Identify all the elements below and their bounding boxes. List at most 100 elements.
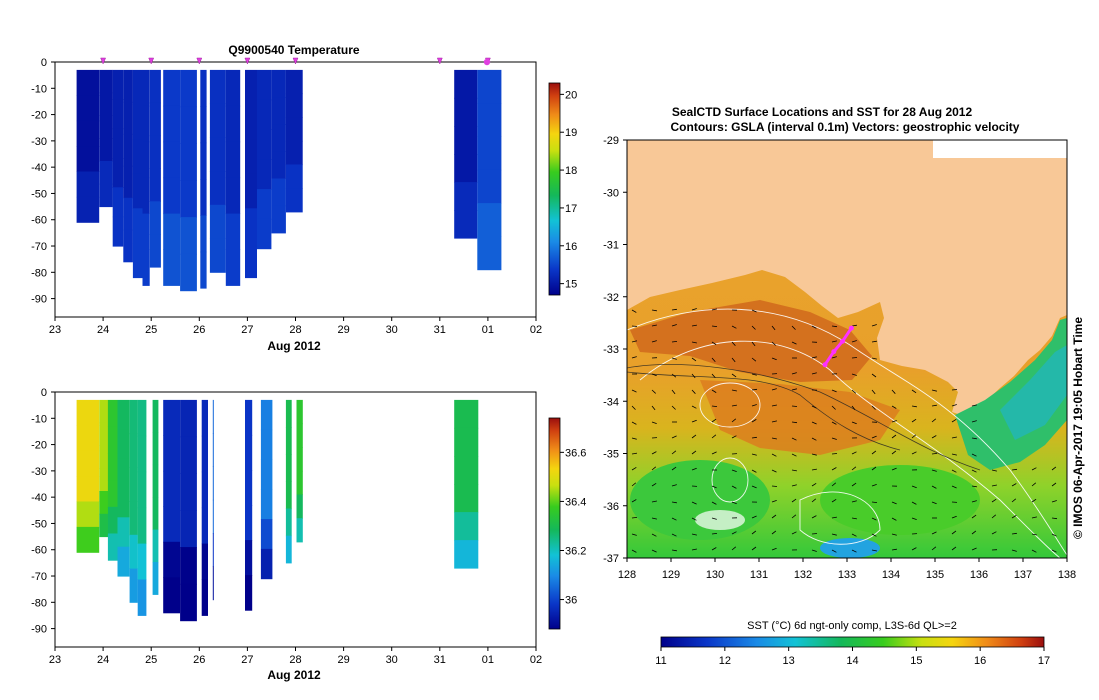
map-field xyxy=(627,140,1067,558)
velocity-vector-227 xyxy=(891,517,897,521)
velocity-vector-174 xyxy=(711,485,717,489)
velocity-vector-116 xyxy=(711,434,717,439)
map-xtick-label: 137 xyxy=(1014,569,1032,581)
velocity-vector-160 xyxy=(871,466,877,471)
velocity-vector-233 xyxy=(1011,515,1017,519)
velocity-vector-150 xyxy=(671,466,677,471)
t-profile-bar-14-seg-5 xyxy=(271,205,286,234)
velocity-vector-277 xyxy=(1011,549,1017,552)
velocity-vector-181 xyxy=(851,482,857,487)
s-profile-bar-15-seg-4 xyxy=(454,512,479,541)
s-profile-bar-8-seg-1 xyxy=(180,436,197,474)
s-profile-bar-5-seg-4 xyxy=(137,543,147,580)
t-profile-bar-8-seg-1 xyxy=(180,106,197,144)
velocity-vector-69 xyxy=(831,389,837,393)
velocity-vector-37 xyxy=(711,357,716,363)
s-profile-bar-9-seg-4 xyxy=(201,543,208,580)
velocity-vector-201 xyxy=(811,498,817,503)
velocity-vector-232 xyxy=(991,514,997,519)
s-profile-bar-1-seg-0 xyxy=(99,399,108,424)
s-profile-bar-8-seg-0 xyxy=(180,399,197,438)
velocity-vector-81 xyxy=(731,404,737,407)
s-profile-bar-9-seg-3 xyxy=(201,507,208,545)
s-profile-bar-11-seg-0 xyxy=(245,399,253,436)
velocity-vector-7 xyxy=(631,325,638,327)
s-profile-bar-6-seg-5 xyxy=(152,562,159,595)
t-xtick-label: 26 xyxy=(193,324,205,336)
s-profile-bar-0-seg-5 xyxy=(76,526,100,553)
velocity-vector-52 xyxy=(751,373,757,376)
map-ytick-label: -31 xyxy=(603,240,619,252)
s-profile-bar-13-seg-5 xyxy=(285,535,292,564)
velocity-vector-247 xyxy=(851,533,857,537)
velocity-vector-17 xyxy=(831,325,838,328)
s-xtick-label: 26 xyxy=(193,654,205,666)
sst-cbtick-label: 12 xyxy=(719,655,731,667)
t-profile-bar-16-seg-5 xyxy=(454,210,478,239)
velocity-vector-186 xyxy=(951,485,957,489)
velocity-vector-222 xyxy=(791,514,797,519)
map-ytick-label: -30 xyxy=(603,187,619,199)
s-ytick-label: -50 xyxy=(31,518,47,530)
velocity-vector-182 xyxy=(871,484,877,487)
velocity-vector-199 xyxy=(771,500,777,503)
s-profile-bar-2-seg-2 xyxy=(107,453,118,481)
velocity-vector-128 xyxy=(951,436,957,439)
t-profile-bar-15-seg-5 xyxy=(285,188,303,213)
velocity-vector-193 xyxy=(651,500,657,503)
velocity-vector-271 xyxy=(891,548,897,551)
velocity-vector-27 xyxy=(771,341,776,346)
velocity-vector-169 xyxy=(1051,466,1057,471)
profile-marker-4 xyxy=(292,57,299,65)
green-patch-west xyxy=(630,460,770,540)
velocity-vector-260 xyxy=(671,549,677,552)
velocity-vector-146 xyxy=(951,453,957,456)
velocity-vector-44 xyxy=(851,357,858,359)
s-profile-bar-7-seg-0 xyxy=(163,399,180,436)
t-profile-bar-1-seg-2 xyxy=(99,115,113,139)
velocity-vector-62 xyxy=(691,389,696,394)
s-profile-bar-14-seg-2 xyxy=(296,447,303,472)
map-xtick-label: 129 xyxy=(662,569,680,581)
velocity-vector-110 xyxy=(951,418,957,423)
t-profile-bar-6-seg-4 xyxy=(149,201,161,235)
t-profile-bar-14-seg-0 xyxy=(271,69,286,98)
t-profile-bar-5-seg-5 xyxy=(142,249,150,286)
velocity-vector-236 xyxy=(631,533,637,536)
velocity-vector-0 xyxy=(631,309,637,313)
ctd-track-point-1 xyxy=(831,349,837,355)
s-profile-bar-10-seg-3 xyxy=(212,499,214,534)
velocity-vector-226 xyxy=(871,517,877,521)
velocity-vector-125 xyxy=(891,434,897,439)
velocity-vector-6 xyxy=(751,309,757,313)
s-profile-bar-12-seg-3 xyxy=(260,489,273,520)
velocity-vector-213 xyxy=(1051,500,1057,503)
map-xtick-label: 133 xyxy=(838,569,856,581)
s-profile-bar-12-seg-2 xyxy=(260,459,273,490)
sst-cbtick-label: 15 xyxy=(910,655,922,667)
s-ytick-label: -90 xyxy=(31,624,47,636)
t-profile-bar-7-seg-1 xyxy=(163,105,180,143)
s-profile-bar-14-seg-0 xyxy=(296,399,303,425)
t-ytick-label: -50 xyxy=(31,188,47,200)
velocity-vector-209 xyxy=(971,500,977,503)
sst-colorbar xyxy=(660,636,1045,648)
temperature-panel: Q9900540 Temperature 23 24 25 26 27 28 29 30 31 0… xyxy=(31,43,577,353)
velocity-vector-269 xyxy=(851,549,857,553)
s-profile-bar-6-seg-0 xyxy=(152,399,159,433)
s-profile-bar-6-seg-3 xyxy=(152,497,159,531)
velocity-vector-36 xyxy=(691,357,697,362)
velocity-vector-142 xyxy=(871,450,877,455)
velocity-vector-202 xyxy=(831,498,837,503)
velocity-vector-224 xyxy=(831,516,837,519)
velocity-vector-272 xyxy=(911,547,917,551)
velocity-vector-255 xyxy=(1011,532,1017,535)
velocity-vector-76 xyxy=(631,405,636,410)
velocity-vector-265 xyxy=(771,547,777,551)
velocity-vector-58 xyxy=(871,373,877,378)
velocity-vector-252 xyxy=(951,530,957,535)
velocity-vector-75 xyxy=(951,389,958,391)
velocity-vector-85 xyxy=(811,405,817,409)
t-profile-bar-4-seg-2 xyxy=(132,139,143,175)
map-ytick-label: -37 xyxy=(603,553,619,565)
